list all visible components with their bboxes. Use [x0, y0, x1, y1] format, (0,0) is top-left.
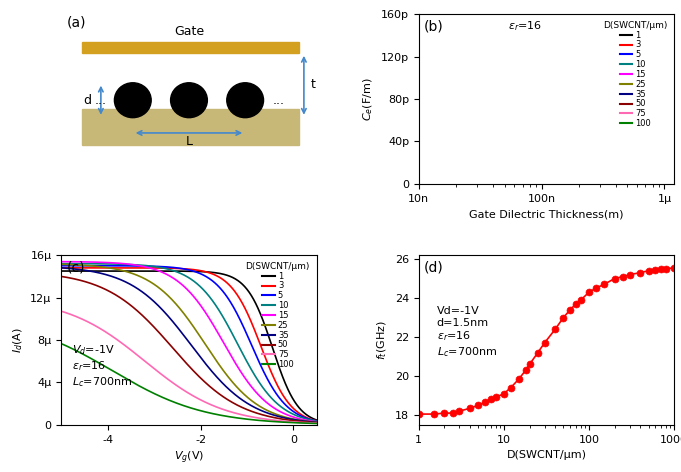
X-axis label: Gate Dilectric Thickness(m): Gate Dilectric Thickness(m)	[469, 209, 624, 219]
Bar	[82, 109, 299, 145]
Circle shape	[114, 83, 151, 118]
Y-axis label: $C_e$(F/m): $C_e$(F/m)	[362, 77, 375, 121]
Text: Gate: Gate	[174, 25, 204, 38]
Bar	[82, 42, 299, 53]
Text: (b): (b)	[424, 19, 444, 33]
Text: d: d	[83, 94, 91, 107]
Text: ...: ...	[95, 94, 107, 107]
Circle shape	[170, 83, 207, 118]
Y-axis label: $f_t$(GHz): $f_t$(GHz)	[376, 320, 390, 360]
Text: $V_d$=-1V
$\varepsilon_r$=16
$L_c$=700nm: $V_d$=-1V $\varepsilon_r$=16 $L_c$=700nm	[72, 343, 132, 389]
Text: ...: ...	[272, 94, 285, 107]
Text: t: t	[311, 78, 315, 91]
Text: L: L	[185, 135, 193, 148]
Text: (c): (c)	[66, 260, 85, 274]
Circle shape	[227, 83, 264, 118]
Y-axis label: $I_d$(A): $I_d$(A)	[11, 327, 25, 353]
X-axis label: $V_g$(V): $V_g$(V)	[174, 450, 204, 466]
Legend: 1, 3, 5, 10, 15, 25, 35, 50, 75, 100: 1, 3, 5, 10, 15, 25, 35, 50, 75, 100	[601, 18, 670, 131]
Text: $\varepsilon_r$=16: $\varepsilon_r$=16	[508, 19, 543, 33]
Text: (d): (d)	[424, 260, 444, 274]
Text: (a): (a)	[66, 16, 86, 30]
Text: Vd=-1V
d=1.5nm
$\varepsilon_r$=16
$L_c$=700nm: Vd=-1V d=1.5nm $\varepsilon_r$=16 $L_c$=…	[437, 306, 497, 359]
Legend: 1, 3, 5, 10, 15, 25, 35, 50, 75, 100: 1, 3, 5, 10, 15, 25, 35, 50, 75, 100	[243, 259, 313, 371]
X-axis label: D(SWCNT/μm): D(SWCNT/μm)	[507, 450, 586, 460]
